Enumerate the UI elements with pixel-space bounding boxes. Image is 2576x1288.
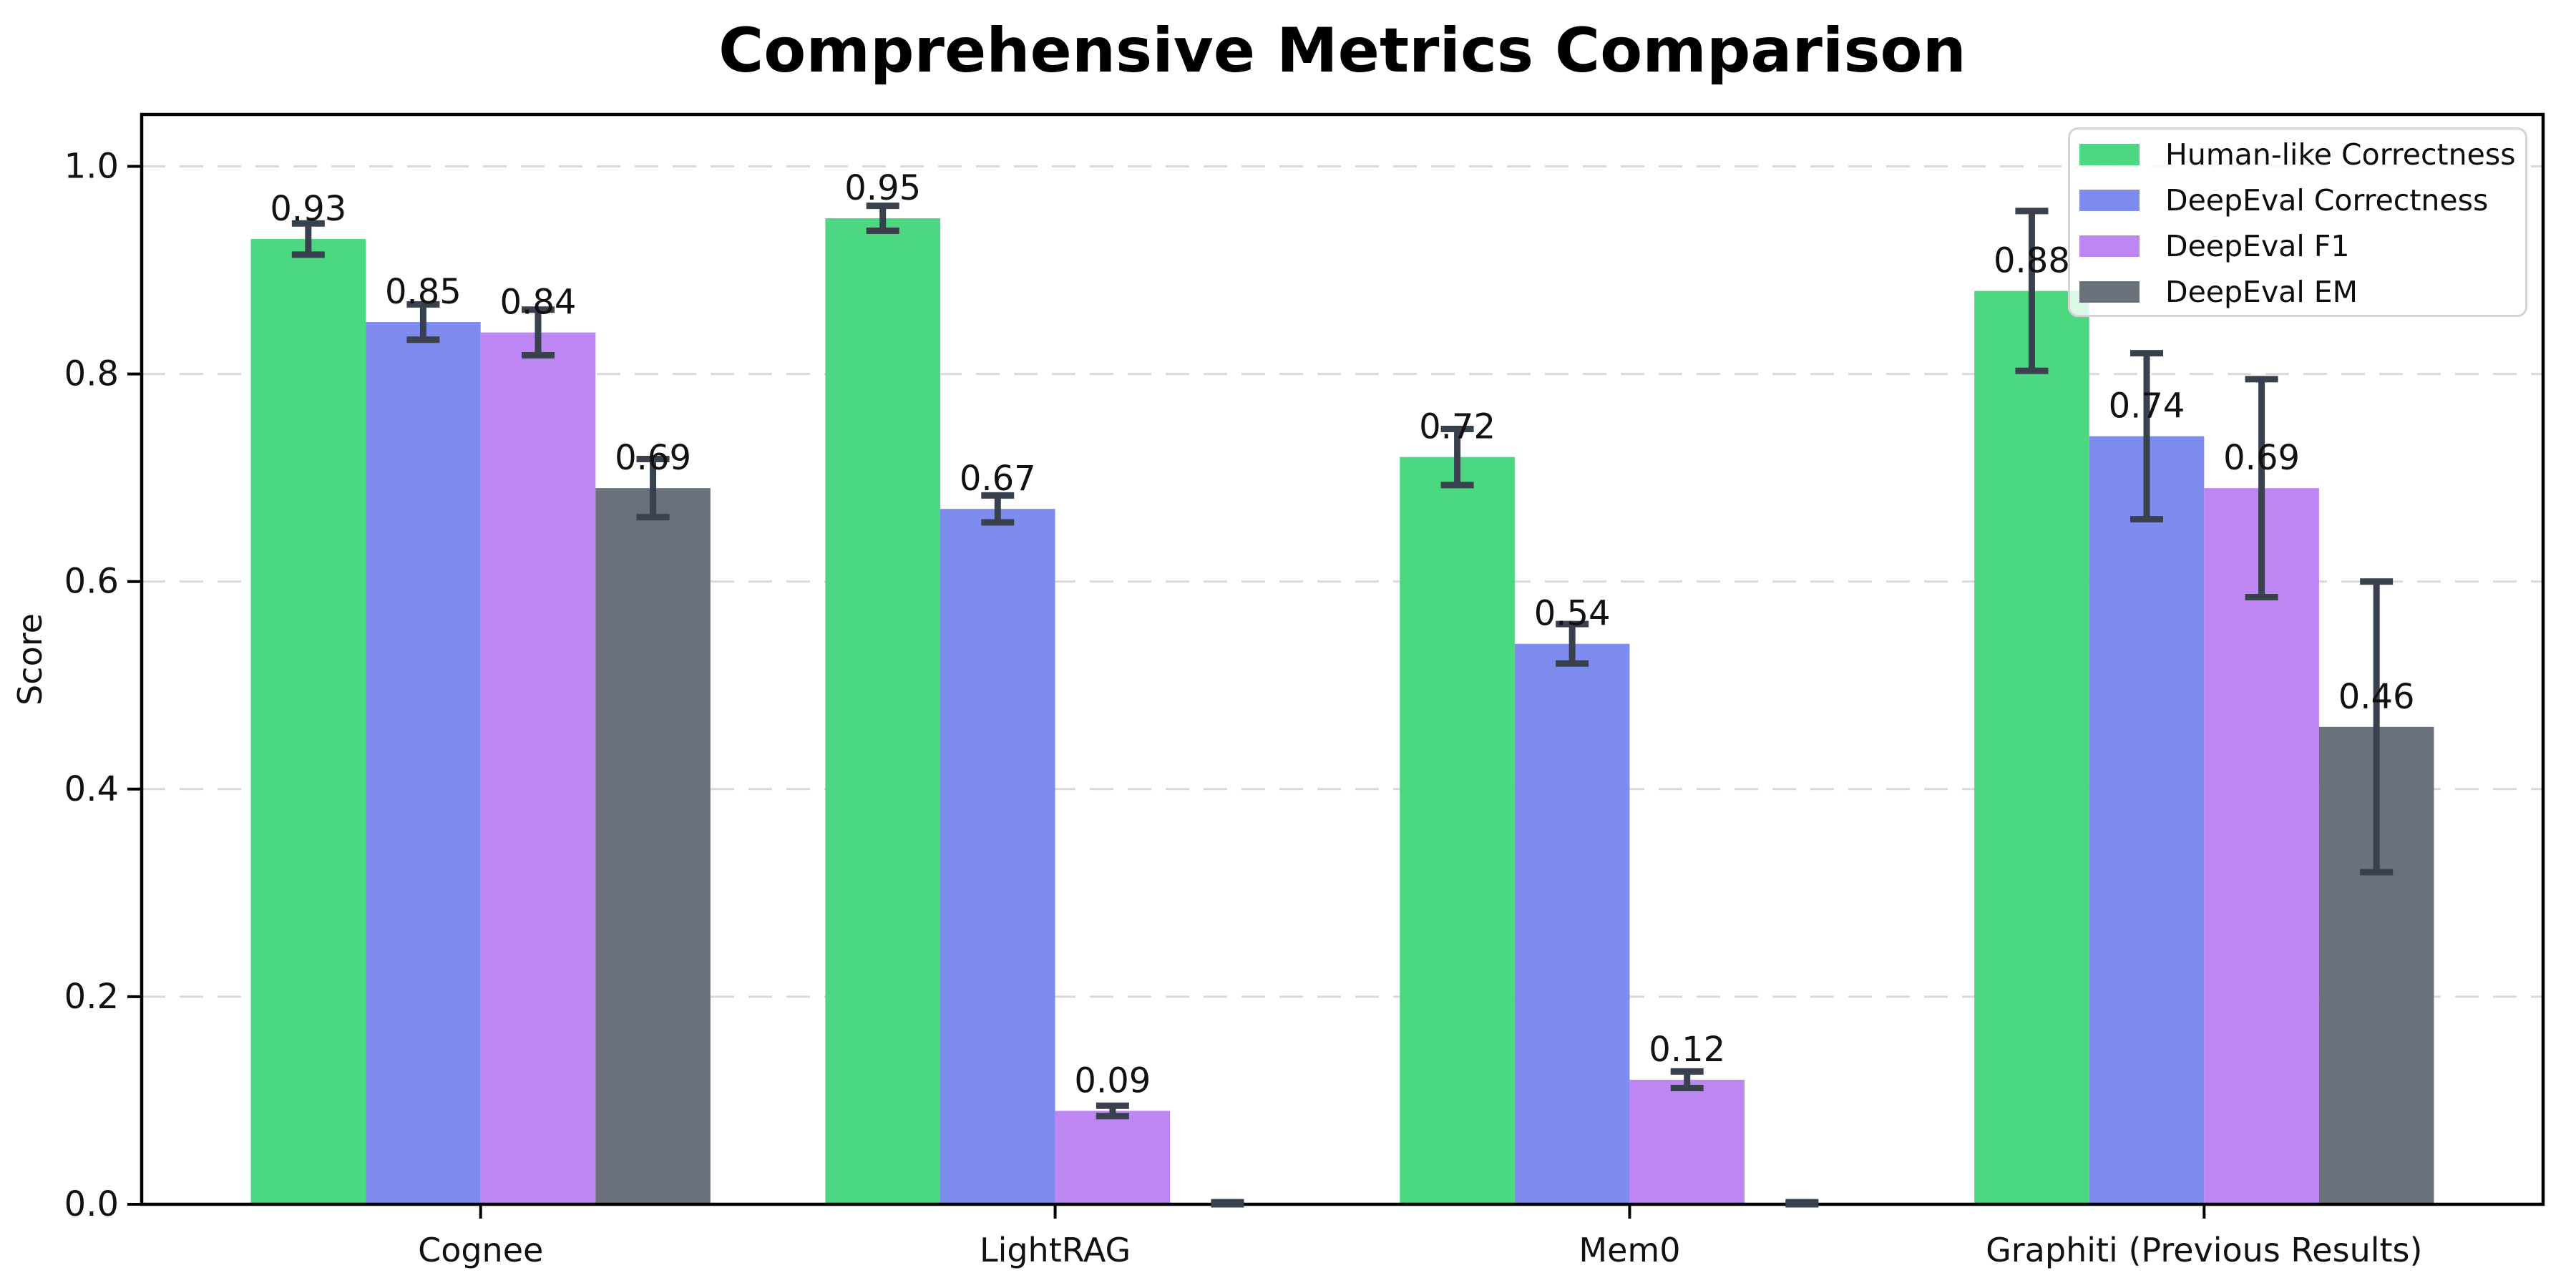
bar (1629, 1079, 1745, 1204)
bar (940, 509, 1055, 1204)
value-label: 0.12 (1649, 1030, 1725, 1070)
bar (1514, 643, 1630, 1204)
x-tick-label: LightRAG (980, 1231, 1131, 1269)
value-label: 0.84 (500, 283, 577, 323)
bar (2089, 436, 2205, 1204)
legend-label: DeepEval F1 (2165, 228, 2350, 263)
value-label: 0.67 (960, 459, 1036, 499)
y-tick-label: 0.2 (64, 977, 119, 1017)
bar (1974, 291, 2089, 1205)
chart-title: Comprehensive Metrics Comparison (718, 15, 1966, 87)
legend-swatch-icon (2079, 144, 2140, 165)
bar (480, 332, 596, 1205)
value-label: 0.09 (1074, 1060, 1151, 1101)
plot-frame (140, 112, 2545, 1206)
bar (1400, 457, 1515, 1204)
y-tick-label: 0.6 (64, 562, 119, 602)
value-label: 0.85 (385, 272, 462, 312)
legend-label: Human-like Correctness (2165, 137, 2516, 172)
bar (825, 218, 940, 1204)
legend-item: DeepEval F1 (2079, 223, 2525, 269)
bar (595, 488, 711, 1204)
legend-item: DeepEval Correctness (2079, 177, 2525, 223)
x-tick-label: Graphiti (Previous Results) (1986, 1231, 2422, 1269)
bar (366, 322, 481, 1205)
value-label: 0.93 (270, 189, 346, 229)
legend-item: DeepEval EM (2079, 269, 2525, 315)
bar (250, 239, 366, 1204)
y-tick-label: 1.0 (64, 147, 119, 187)
value-label: 0.74 (2109, 386, 2185, 426)
value-label: 0.95 (844, 168, 921, 208)
x-tick-label: Cognee (418, 1231, 543, 1269)
y-tick-label: 0.4 (64, 769, 119, 809)
value-label: 0.72 (1419, 407, 1496, 447)
value-label: 0.69 (615, 438, 691, 478)
x-tick-label: Mem0 (1579, 1231, 1680, 1269)
y-axis-label: Score (11, 613, 49, 706)
legend-box: Human-like Correctness DeepEval Correctne… (2068, 127, 2527, 317)
legend-swatch-icon (2079, 281, 2140, 303)
value-label: 0.88 (1994, 241, 2070, 281)
y-tick-label: 0.8 (64, 354, 119, 394)
legend-label: DeepEval Correctness (2165, 182, 2489, 218)
bar (2204, 488, 2319, 1204)
y-tick-label: 0.0 (64, 1184, 119, 1224)
value-label: 0.46 (2338, 677, 2415, 717)
legend-item: Human-like Correctness (2079, 132, 2525, 177)
legend-swatch-icon (2079, 190, 2140, 211)
value-label: 0.54 (1534, 594, 1611, 634)
bar (1055, 1111, 1171, 1204)
legend-label: DeepEval EM (2165, 274, 2358, 309)
legend-swatch-icon (2079, 235, 2140, 257)
value-label: 0.69 (2223, 438, 2300, 478)
